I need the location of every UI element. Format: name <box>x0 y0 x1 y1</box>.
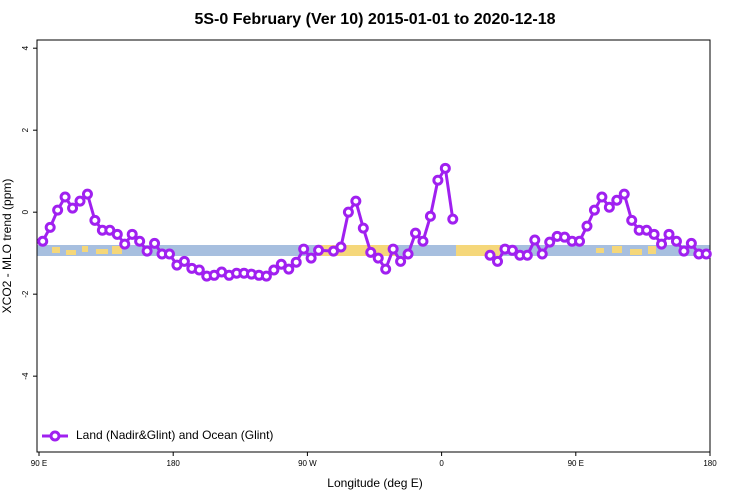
x-tick-label: 0 <box>439 459 444 468</box>
data-point <box>521 249 533 261</box>
data-point <box>365 246 377 258</box>
data-point <box>52 204 64 216</box>
data-point <box>67 202 79 214</box>
data-point <box>402 248 414 260</box>
data-point <box>275 258 287 270</box>
data-point <box>268 264 280 276</box>
legend-marker <box>49 430 61 442</box>
data-point <box>134 235 146 247</box>
data-point <box>439 162 451 174</box>
data-point <box>44 221 56 233</box>
land-patches <box>52 245 656 256</box>
data-point <box>484 249 496 261</box>
data-point <box>387 243 399 255</box>
data-point <box>648 228 660 240</box>
data-point <box>74 195 86 207</box>
data-point <box>193 264 205 276</box>
data-point <box>574 235 586 247</box>
data-point <box>506 244 518 256</box>
data-point <box>603 201 615 213</box>
data-point <box>141 245 153 257</box>
x-tick-label: 180 <box>703 459 717 468</box>
data-point <box>111 228 123 240</box>
x-tick-label: 180 <box>167 459 181 468</box>
data-point <box>298 243 310 255</box>
data-point <box>126 228 138 240</box>
data-point <box>290 256 302 268</box>
y-axis-title: XCO2 - MLO trend (ppm) <box>0 179 14 314</box>
data-point <box>529 234 541 246</box>
data-point <box>432 174 444 186</box>
data-point <box>588 204 600 216</box>
data-point <box>544 236 556 248</box>
data-point <box>536 248 548 260</box>
data-point <box>447 213 459 225</box>
x-tick-label: 90 E <box>568 459 584 468</box>
data-point <box>380 263 392 275</box>
plot-frame <box>36 39 711 453</box>
data-point <box>596 191 608 203</box>
chart-title: 5S-0 February (Ver 10) 2015-01-01 to 202… <box>194 11 555 28</box>
data-point <box>350 195 362 207</box>
x-tick-label: 90 E <box>31 459 47 468</box>
data-point <box>410 227 422 239</box>
data-point <box>700 248 712 260</box>
data-point <box>335 241 347 253</box>
data-point <box>149 237 161 249</box>
data-point <box>417 235 429 247</box>
y-tick-label: 0 <box>21 209 30 214</box>
data-point <box>678 245 690 257</box>
y-tick-label: -4 <box>21 372 30 380</box>
data-point <box>59 191 71 203</box>
data-point <box>618 188 630 200</box>
data-point <box>357 222 369 234</box>
data-point <box>283 263 295 275</box>
y-tick-label: 2 <box>21 127 30 132</box>
data-point <box>305 252 317 264</box>
data-point <box>626 214 638 226</box>
y-tick-label: -2 <box>21 290 30 298</box>
data-point <box>670 235 682 247</box>
data-point <box>656 238 668 250</box>
data-point <box>424 210 436 222</box>
x-tick-label: 90 W <box>298 459 317 468</box>
data-point <box>342 206 354 218</box>
data-point <box>119 238 131 250</box>
data-point <box>260 270 272 282</box>
data-point <box>313 244 325 256</box>
y-tick-label: 4 <box>21 45 30 50</box>
data-point <box>611 194 623 206</box>
data-point <box>81 188 93 200</box>
data-point <box>685 237 697 249</box>
data-point <box>372 252 384 264</box>
data-point <box>663 228 675 240</box>
data-point <box>163 248 175 260</box>
data-point <box>581 220 593 232</box>
data-point <box>89 214 101 226</box>
data-point <box>37 235 49 247</box>
data-point <box>178 255 190 267</box>
legend-label: Land (Nadir&Glint) and Ocean (Glint) <box>76 428 273 442</box>
data-point <box>492 255 504 267</box>
x-axis-title: Longitude (deg E) <box>327 476 422 490</box>
data-point <box>395 255 407 267</box>
